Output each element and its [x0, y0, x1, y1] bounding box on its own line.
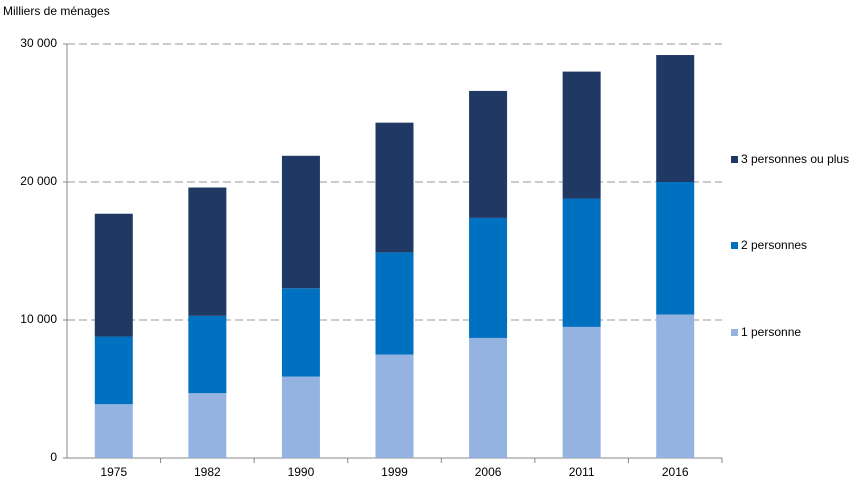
bar-segment [281, 155, 320, 289]
x-tick-label: 1975 [100, 465, 127, 479]
y-axis-label: Milliers de ménages [3, 4, 110, 18]
bar-segment [375, 122, 414, 253]
legend-label: 3 personnes ou plus [741, 152, 849, 166]
bar-segment [281, 376, 320, 458]
bar-segment [94, 404, 133, 458]
y-tick-label: 10 000 [20, 312, 57, 326]
bar-segment [375, 354, 414, 458]
bar-segment [281, 288, 320, 377]
legend-label: 1 personne [741, 325, 801, 339]
bar-segment [562, 326, 601, 458]
legend-swatch [731, 329, 738, 336]
legend-label: 2 personnes [741, 238, 807, 252]
legend-swatch [731, 242, 738, 249]
bar-segment [94, 213, 133, 337]
x-tick-label: 2011 [569, 465, 595, 479]
bar-segment [94, 336, 133, 405]
y-tick-label: 20 000 [20, 174, 57, 188]
x-tick-label: 2006 [475, 465, 502, 479]
legend-swatch [731, 156, 738, 163]
x-tick-label: 1999 [381, 465, 408, 479]
bar-segment [469, 337, 508, 458]
bar-segment [188, 187, 227, 316]
bar-segment [469, 90, 508, 218]
y-tick-label: 0 [50, 450, 57, 464]
bar-segment [562, 198, 601, 327]
x-tick-label: 2016 [662, 465, 689, 479]
x-tick-label: 1982 [194, 465, 221, 479]
bar-segment [188, 393, 227, 458]
bar-segment [375, 252, 414, 355]
bar-segment [469, 217, 508, 338]
x-tick-label: 1990 [288, 465, 315, 479]
y-tick-label: 30 000 [20, 36, 57, 50]
bar-segment [188, 315, 227, 394]
bar-segment [656, 55, 695, 182]
bar-segment [656, 314, 695, 458]
bar-segment [562, 71, 601, 199]
bar-segment [656, 182, 695, 315]
